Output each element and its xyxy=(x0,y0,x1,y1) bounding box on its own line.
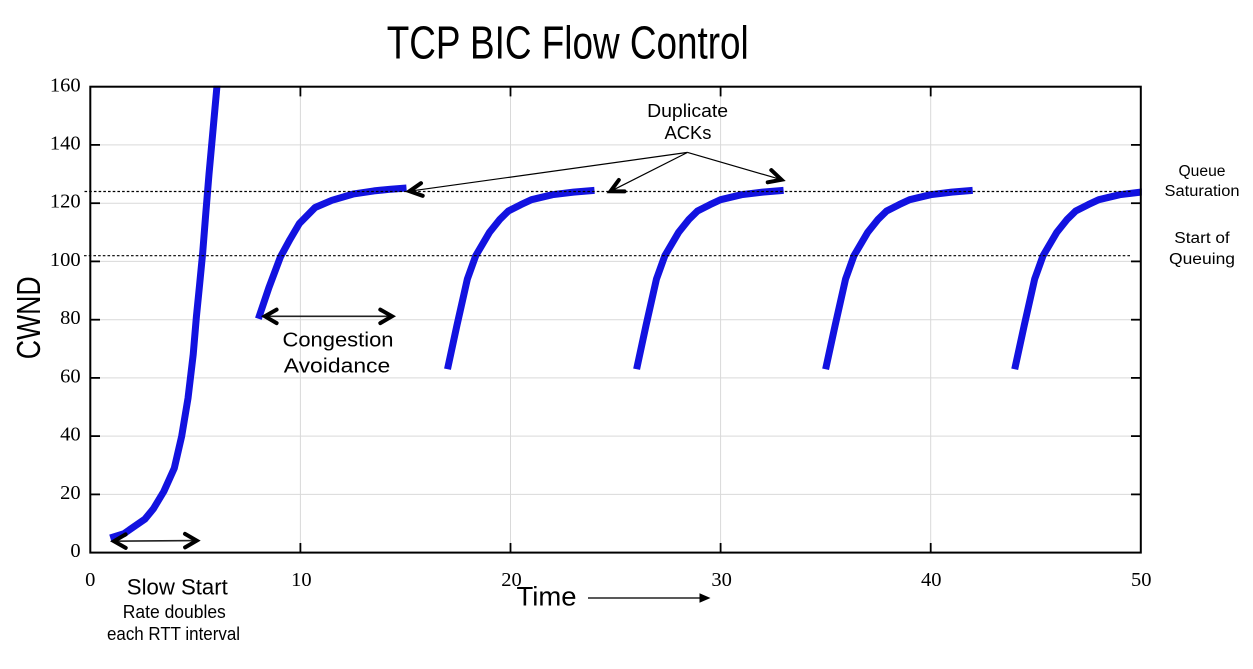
svg-text:ACKs: ACKs xyxy=(665,122,712,143)
svg-text:Saturation: Saturation xyxy=(1165,183,1240,200)
svg-text:30: 30 xyxy=(711,569,732,591)
svg-text:60: 60 xyxy=(60,365,81,387)
svg-text:20: 20 xyxy=(501,569,522,591)
svg-text:0: 0 xyxy=(85,569,95,591)
svg-text:0: 0 xyxy=(70,540,80,562)
svg-text:each RTT interval: each RTT interval xyxy=(107,624,240,644)
svg-text:Time: Time xyxy=(517,582,577,612)
svg-text:40: 40 xyxy=(921,569,942,591)
svg-text:100: 100 xyxy=(50,249,81,271)
svg-text:Queuing: Queuing xyxy=(1169,251,1235,268)
svg-text:160: 160 xyxy=(50,74,81,96)
svg-text:120: 120 xyxy=(50,191,81,213)
svg-text:Rate doubles: Rate doubles xyxy=(123,602,226,622)
svg-text:Queue: Queue xyxy=(1179,163,1226,180)
svg-text:Slow Start: Slow Start xyxy=(127,574,228,599)
svg-text:Congestion: Congestion xyxy=(283,330,394,352)
svg-text:Duplicate: Duplicate xyxy=(647,100,728,121)
svg-text:20: 20 xyxy=(60,482,81,504)
svg-text:80: 80 xyxy=(60,307,81,329)
svg-text:50: 50 xyxy=(1131,569,1152,591)
svg-text:Avoidance: Avoidance xyxy=(284,356,391,378)
svg-text:140: 140 xyxy=(50,133,81,155)
svg-text:TCP BIC Flow Control: TCP BIC Flow Control xyxy=(387,17,749,69)
svg-text:Start of: Start of xyxy=(1174,230,1230,247)
svg-text:40: 40 xyxy=(60,424,81,446)
svg-text:CWND: CWND xyxy=(10,276,47,359)
svg-text:10: 10 xyxy=(291,569,312,591)
